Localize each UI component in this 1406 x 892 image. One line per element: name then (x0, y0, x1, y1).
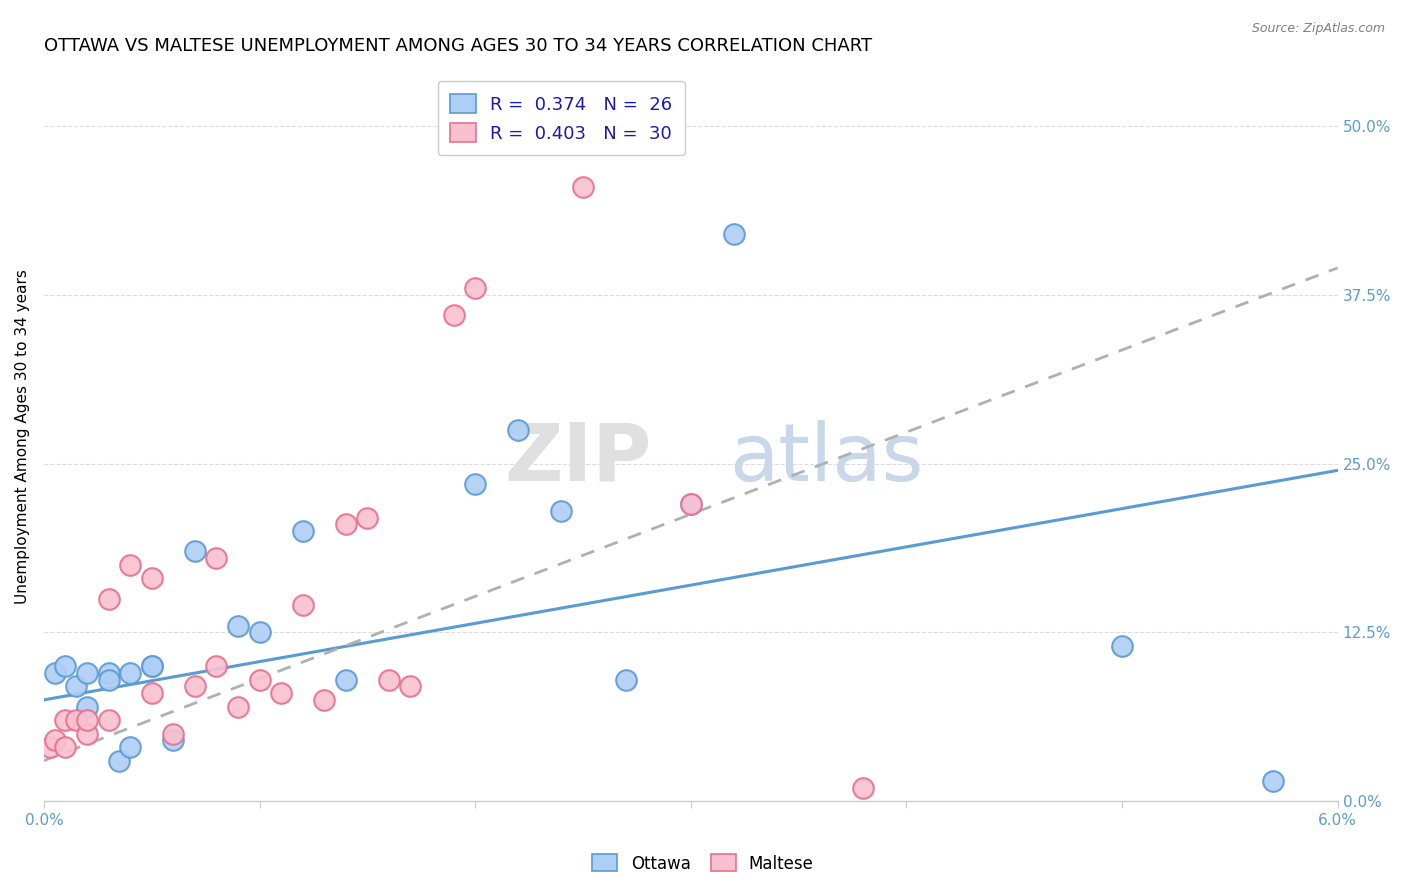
Point (55, 659, 77, 673)
Point (356, 510, 378, 524)
Point (65, 713, 87, 727)
Point (291, 599, 314, 613)
Point (76, 699, 98, 714)
Point (508, 423, 530, 437)
Point (76, 665, 98, 680)
Point (39, 740, 62, 755)
Text: ZIP: ZIP (505, 419, 652, 498)
Point (44, 733, 66, 747)
Point (226, 699, 249, 714)
Point (44, 665, 66, 680)
Point (464, 476, 486, 491)
Text: Source: ZipAtlas.com: Source: ZipAtlas.com (1251, 22, 1385, 36)
Point (270, 686, 292, 700)
Point (443, 308, 465, 322)
Point (291, 524, 314, 538)
Text: OTTAWA VS MALTESE UNEMPLOYMENT AMONG AGES 30 TO 34 YEARS CORRELATION CHART: OTTAWA VS MALTESE UNEMPLOYMENT AMONG AGE… (44, 37, 872, 55)
Point (314, 693, 336, 707)
Point (55, 713, 77, 727)
Point (679, 497, 702, 511)
Legend: Ottawa, Maltese: Ottawa, Maltese (586, 847, 820, 880)
Point (572, 180, 595, 194)
Point (141, 659, 163, 673)
Point (141, 571, 163, 585)
Point (205, 551, 228, 566)
Point (335, 673, 357, 687)
Point (162, 733, 184, 747)
Point (184, 679, 207, 693)
Point (120, 558, 142, 572)
Point (120, 665, 142, 680)
Point (464, 281, 486, 295)
Point (852, 780, 875, 795)
Point (141, 659, 163, 673)
Point (97, 713, 120, 727)
Point (184, 544, 207, 558)
Point (249, 625, 271, 640)
Point (614, 673, 637, 687)
Text: atlas: atlas (730, 419, 924, 498)
Point (205, 659, 228, 673)
Point (679, 497, 702, 511)
Point (97, 673, 120, 687)
Point (1111, 639, 1133, 653)
Point (76, 713, 98, 727)
Point (76, 726, 98, 740)
Legend: R =  0.374   N =  26, R =  0.403   N =  30: R = 0.374 N = 26, R = 0.403 N = 30 (437, 81, 685, 155)
Point (249, 673, 271, 687)
Point (141, 686, 163, 700)
Point (550, 504, 572, 518)
Point (226, 618, 249, 632)
Point (55, 740, 77, 755)
Point (65, 679, 87, 693)
Point (97, 665, 120, 680)
Point (97, 591, 120, 606)
Point (120, 740, 142, 755)
Point (723, 227, 745, 241)
Point (108, 754, 131, 768)
Point (399, 679, 422, 693)
Point (378, 673, 401, 687)
Point (1261, 773, 1284, 788)
Point (162, 726, 184, 740)
Point (335, 517, 357, 532)
Y-axis label: Unemployment Among Ages 30 to 34 years: Unemployment Among Ages 30 to 34 years (15, 269, 30, 604)
